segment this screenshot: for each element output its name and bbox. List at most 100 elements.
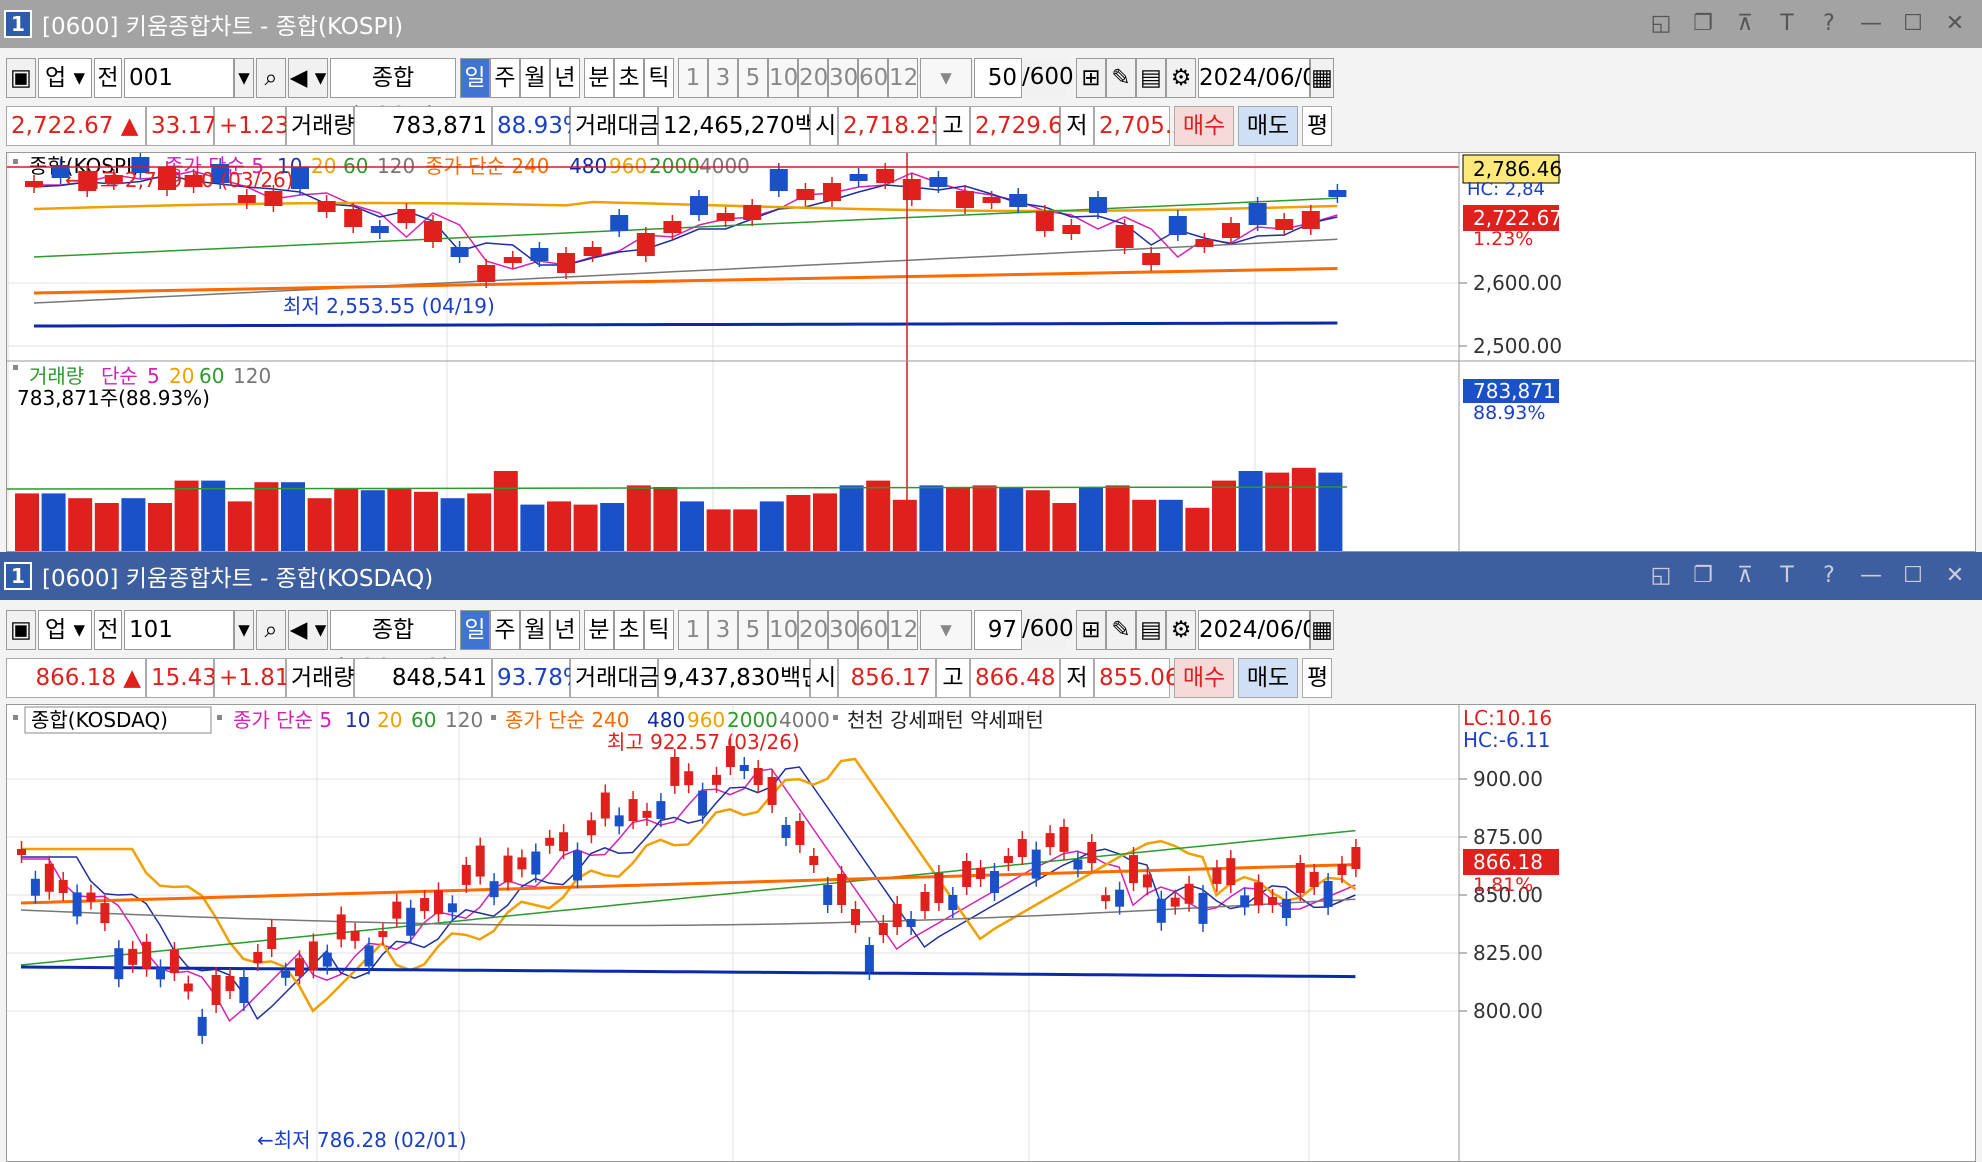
candle-body — [739, 765, 749, 771]
buy-button[interactable]: 매수 — [1174, 658, 1234, 698]
period-tick-tab[interactable]: 틱 — [644, 610, 674, 650]
help-icon[interactable]: ? — [1823, 11, 1835, 36]
interval-10[interactable]: 10 — [768, 610, 798, 650]
flat-button[interactable]: 평 — [1302, 106, 1332, 146]
interval-1[interactable]: 1 — [678, 610, 708, 650]
maximize-icon[interactable]: ☐ — [1903, 11, 1923, 36]
draw-icon[interactable]: ✎ — [1106, 58, 1136, 98]
settings-icon[interactable]: ⚙ — [1166, 58, 1196, 98]
layout-icon[interactable]: ▣ — [6, 610, 36, 650]
maximize-icon[interactable]: ☐ — [1903, 563, 1923, 588]
search-icon[interactable]: ⌕ — [256, 58, 286, 98]
interval-3[interactable]: 3 — [708, 610, 738, 650]
pin-icon[interactable]: ⊼ — [1736, 11, 1754, 36]
candle-body — [767, 777, 777, 805]
kosdaq-chart-area[interactable]: 종합(KOSDAQ) 종가 단순 5 10 20 60 120 종가 단순 24… — [6, 704, 1976, 1162]
close-icon[interactable]: ✕ — [1945, 11, 1965, 36]
market-select[interactable]: 업 ▾ — [38, 610, 92, 650]
calendar-icon[interactable]: ▦ — [1310, 610, 1334, 650]
layout-icon[interactable]: ▣ — [6, 58, 36, 98]
sell-button[interactable]: 매도 — [1238, 658, 1298, 698]
candle-body — [370, 226, 389, 233]
interval-60[interactable]: 60 — [858, 58, 888, 98]
calendar-icon[interactable]: ▦ — [1310, 58, 1334, 98]
title-bar[interactable]: 1 [0600] 키움종합차트 - 종합(KOSPI) ◱ ❐ ⊼ T ? — … — [0, 0, 1982, 48]
interval-30[interactable]: 30 — [828, 610, 858, 650]
legend-symbol-box[interactable] — [24, 706, 212, 734]
draw-icon[interactable]: ✎ — [1106, 610, 1136, 650]
interval-10[interactable]: 10 — [768, 58, 798, 98]
interval-custom-select[interactable]: ▾ — [920, 58, 972, 98]
copy-icon[interactable]: ❐ — [1693, 563, 1713, 588]
interval-custom-select[interactable]: ▾ — [920, 610, 972, 650]
close-icon[interactable]: ✕ — [1945, 563, 1965, 588]
period-day-tab[interactable]: 일 — [460, 610, 490, 650]
settings-icon[interactable]: ⚙ — [1166, 610, 1196, 650]
minimize-icon[interactable]: — — [1860, 563, 1882, 588]
interval-120[interactable]: 120 — [888, 610, 933, 650]
interval-20[interactable]: 20 — [798, 58, 828, 98]
axis-tick-label: 850.00 — [1473, 883, 1543, 907]
period-year-tab[interactable]: 년 — [550, 58, 580, 98]
sector-button[interactable]: 전 — [94, 58, 122, 98]
count-max-label: /600 — [1022, 58, 1074, 98]
text-icon[interactable]: T — [1780, 563, 1794, 588]
period-year-tab[interactable]: 년 — [550, 610, 580, 650]
period-minute-tab[interactable]: 분 — [584, 610, 614, 650]
code-input[interactable]: 001 — [124, 58, 234, 98]
code-dropdown-icon[interactable]: ▾ — [234, 610, 254, 650]
interval-30[interactable]: 30 — [828, 58, 858, 98]
period-minute-tab[interactable]: 분 — [584, 58, 614, 98]
volume-bar — [148, 503, 172, 551]
open-label: 시 — [810, 658, 838, 698]
interval-1[interactable]: 1 — [678, 58, 708, 98]
interval-120[interactable]: 120 — [888, 58, 933, 98]
window-icon[interactable]: ◱ — [1650, 563, 1672, 588]
period-second-tab[interactable]: 초 — [614, 610, 644, 650]
kospi-chart-area[interactable]: 종합(KOSPI) 종가 단순 5 10 20 60 120 종가 단순 240… — [6, 151, 1976, 552]
candle-body — [517, 857, 527, 870]
save-icon[interactable]: ▤ — [1136, 58, 1166, 98]
axis-tick-label: 825.00 — [1473, 941, 1543, 965]
flat-button[interactable]: 평 — [1302, 658, 1332, 698]
copy-icon[interactable]: ❐ — [1693, 11, 1713, 36]
minimize-icon[interactable]: — — [1860, 11, 1882, 36]
interval-60[interactable]: 60 — [858, 610, 888, 650]
title-bar[interactable]: 1 [0600] 키움종합차트 - 종합(KOSDAQ) ◱ ❐ ⊼ T ? —… — [0, 552, 1982, 600]
search-icon[interactable]: ⌕ — [256, 610, 286, 650]
count-input[interactable]: 97 — [974, 610, 1022, 650]
buy-button[interactable]: 매수 — [1174, 106, 1234, 146]
text-icon[interactable]: T — [1780, 11, 1794, 36]
legend-ma4000: 4000 — [699, 154, 750, 178]
window-icon[interactable]: ◱ — [1650, 11, 1672, 36]
interval-5[interactable]: 5 — [738, 58, 768, 98]
interval-5[interactable]: 5 — [738, 610, 768, 650]
pin-icon[interactable]: ⊼ — [1736, 563, 1754, 588]
sell-button[interactable]: 매도 — [1238, 106, 1298, 146]
candle-body — [183, 983, 193, 992]
period-tick-tab[interactable]: 틱 — [644, 58, 674, 98]
code-dropdown-icon[interactable]: ▾ — [234, 58, 254, 98]
period-month-tab[interactable]: 월 — [520, 58, 550, 98]
speaker-icon[interactable]: ◀ ▾ — [288, 610, 328, 650]
interval-20[interactable]: 20 — [798, 610, 828, 650]
interval-3[interactable]: 3 — [708, 58, 738, 98]
period-day-tab[interactable]: 일 — [460, 58, 490, 98]
date-input[interactable]: 2024/06/07 — [1198, 610, 1332, 650]
candle-body — [1009, 194, 1028, 207]
help-icon[interactable]: ? — [1823, 563, 1835, 588]
date-input[interactable]: 2024/06/07 — [1198, 58, 1332, 98]
count-input[interactable]: 50 — [974, 58, 1022, 98]
compare-icon[interactable]: ⊞ — [1076, 58, 1106, 98]
volume-bar — [919, 485, 944, 551]
period-second-tab[interactable]: 초 — [614, 58, 644, 98]
period-week-tab[interactable]: 주 — [490, 58, 520, 98]
speaker-icon[interactable]: ◀ ▾ — [288, 58, 328, 98]
save-icon[interactable]: ▤ — [1136, 610, 1166, 650]
period-month-tab[interactable]: 월 — [520, 610, 550, 650]
code-input[interactable]: 101 — [124, 610, 234, 650]
period-week-tab[interactable]: 주 — [490, 610, 520, 650]
sector-button[interactable]: 전 — [94, 610, 122, 650]
compare-icon[interactable]: ⊞ — [1076, 610, 1106, 650]
market-select[interactable]: 업 ▾ — [38, 58, 92, 98]
